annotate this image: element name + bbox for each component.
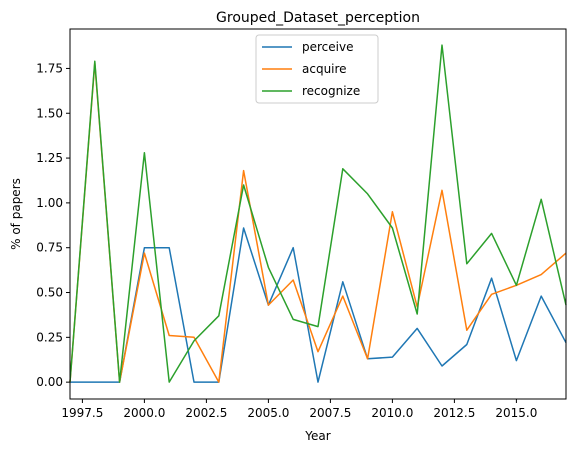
legend-label-perceive: perceive [302,40,353,54]
x-axis: 1997.5 2000.0 2002.5 2005.0 2007.5 2010.0 2012… [61,399,537,420]
y-tick-label: 0.75 [36,241,63,255]
series-line-perceive [70,227,567,383]
legend: perceive acquire recognize [255,34,379,104]
y-tick-label: 1.50 [36,106,63,120]
y-tick-label: 0.50 [36,286,63,300]
x-tick-label: 2005.0 [247,406,289,420]
x-tick-label: 2007.5 [309,406,351,420]
legend-box [255,34,379,104]
y-tick-label: 1.75 [36,61,63,75]
legend-label-acquire: acquire [302,62,347,76]
x-tick-label: 2000.0 [123,406,165,420]
chart-title: Grouped_Dataset_perception [216,10,420,26]
x-axis-label: Year [304,429,330,443]
x-tick-label: 2012.5 [433,406,475,420]
y-tick-label: 0.00 [36,375,63,389]
y-tick-label: 0.25 [36,330,63,344]
series-line-acquire [69,62,567,383]
x-tick-label: 2002.5 [185,406,227,420]
series-line-recognize [69,44,567,383]
series-layer [69,44,567,383]
x-tick-label: 1997.5 [61,406,103,420]
y-tick-label: 1.00 [36,196,63,210]
x-tick-label: 2015.0 [495,406,537,420]
plot-frame [69,28,567,400]
legend-label-recognize: recognize [302,84,360,98]
y-axis-label: % of papers [9,178,23,250]
y-axis: 0.00 0.25 0.50 0.75 1.00 1.25 1.50 1.75 [36,61,70,389]
y-tick-label: 1.25 [36,151,63,165]
x-tick-label: 2010.0 [371,406,413,420]
